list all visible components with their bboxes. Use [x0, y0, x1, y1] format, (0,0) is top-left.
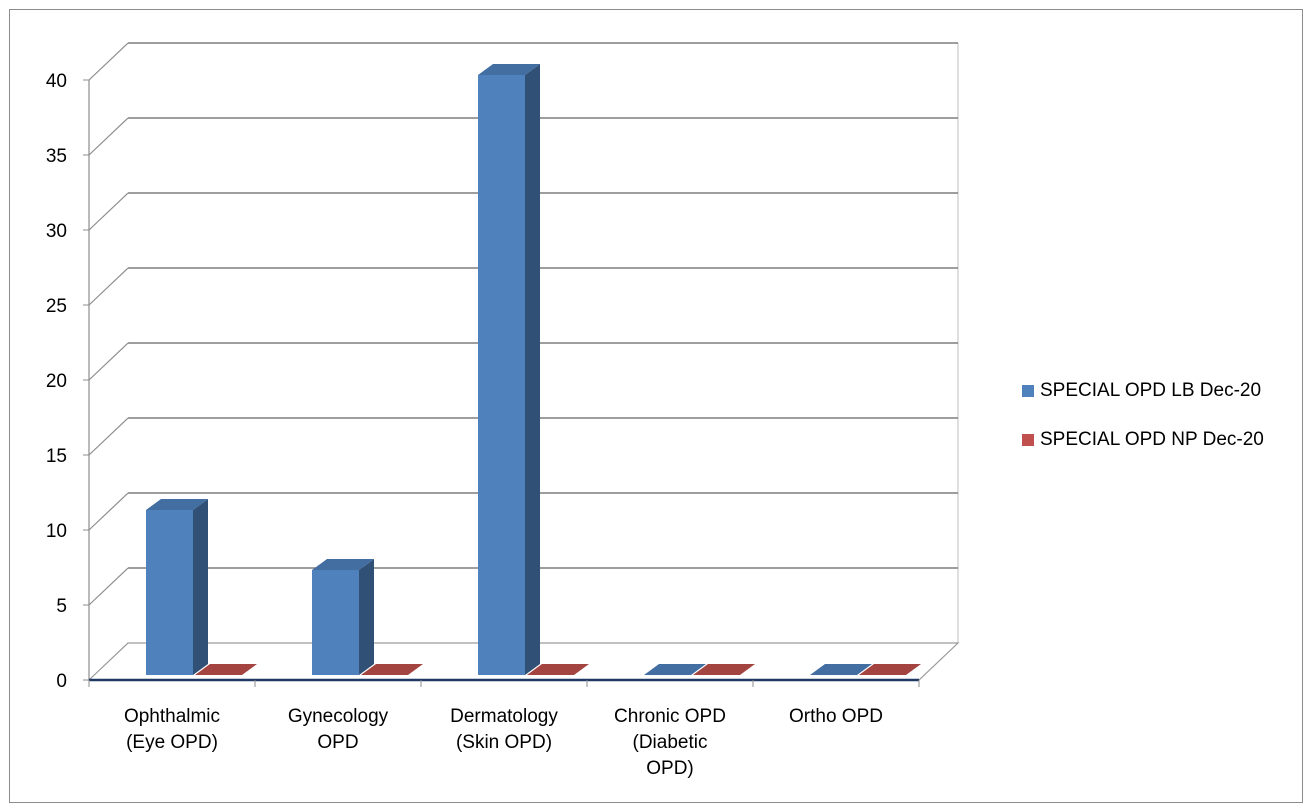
y-tick-label: 10 [46, 521, 67, 542]
legend-label: SPECIAL OPD NP Dec-20 [1040, 429, 1264, 450]
bar-special-opd-np-dec-20-1-top [361, 664, 423, 675]
gridlines [88, 42, 958, 606]
bar-special-opd-lb-dec-20-2 [478, 64, 540, 675]
bar-special-opd-np-dec-20-4 [859, 664, 921, 675]
gridline-depth-8 [88, 42, 129, 81]
x-axis: Ophthalmic (Eye OPD) Gynecology OPD Dermatol… [88, 680, 920, 779]
x-tick-label: Ophthalmic (Eye OPD) [124, 706, 220, 753]
legend-label: SPECIAL OPD LB Dec-20 [1040, 380, 1261, 401]
x-tick-label-line: (Diabetic [633, 732, 708, 753]
gridline-depth-2 [88, 492, 129, 531]
y-tick-label: 25 [46, 296, 67, 317]
bar-special-opd-np-dec-20-3-top [693, 664, 755, 675]
chart-svg: 0 5 10 15 20 25 30 35 40 Ophthalmic (Eye OPD) Gyne… [46, 42, 1264, 779]
y-axis: 0 5 10 15 20 25 30 35 40 [46, 71, 89, 692]
bar-special-opd-lb-dec-20-3 [644, 664, 706, 675]
bar-special-opd-np-dec-20-4-top [859, 664, 921, 675]
gridline-depth-4 [88, 342, 129, 381]
bar-special-opd-lb-dec-20-2-side [525, 64, 540, 675]
x-tick-label: Gynecology OPD [288, 706, 389, 753]
x-tick-label-line: Dermatology [450, 706, 558, 727]
gridline-depth-3 [88, 417, 129, 456]
x-tick-label-line: Chronic OPD [614, 706, 726, 727]
gridline-depth-6 [88, 192, 129, 231]
y-tick-label: 35 [46, 146, 67, 167]
x-tick-label-line: (Eye OPD) [126, 732, 218, 753]
legend-swatch-1 [1022, 434, 1034, 446]
bar-special-opd-np-dec-20-0 [195, 664, 257, 675]
legend: SPECIAL OPD LB Dec-20 SPECIAL OPD NP Dec-… [1022, 380, 1264, 450]
x-tick-label: Chronic OPD (Diabetic OPD) [614, 706, 726, 779]
y-tick-label: 5 [56, 596, 67, 617]
x-tick-label-line: Ophthalmic [124, 706, 220, 727]
bar-special-opd-lb-dec-20-3-top [644, 664, 706, 675]
bar-special-opd-lb-dec-20-0-side [193, 499, 208, 675]
y-tick-label: 15 [46, 446, 67, 467]
x-tick-label-line: Gynecology [288, 706, 389, 727]
bar-special-opd-lb-dec-20-1-side [359, 559, 374, 675]
x-tick-label-line: OPD [317, 732, 358, 753]
y-tick-label: 30 [46, 221, 67, 242]
bar-special-opd-np-dec-20-3 [693, 664, 755, 675]
bar-special-opd-lb-dec-20-1 [312, 559, 374, 675]
gridline-depth-7 [88, 117, 129, 156]
x-tick-label-line: OPD) [646, 758, 694, 779]
y-tick-label: 0 [56, 671, 67, 692]
y-tick-label: 20 [46, 371, 67, 392]
bar-special-opd-lb-dec-20-0-top [146, 499, 208, 510]
legend-swatch-0 [1022, 385, 1034, 397]
x-tick-label: Dermatology (Skin OPD) [450, 706, 558, 753]
gridline-depth-1 [88, 567, 129, 606]
bar-special-opd-lb-dec-20-1-front [312, 570, 359, 675]
x-tick-label-line: (Skin OPD) [456, 732, 552, 753]
y-tick-label: 40 [46, 71, 67, 92]
bar-special-opd-lb-dec-20-2-top [478, 64, 540, 75]
x-tick-label: Ortho OPD [789, 706, 883, 727]
bar-special-opd-np-dec-20-2 [527, 664, 589, 675]
bar-special-opd-np-dec-20-0-top [195, 664, 257, 675]
bar-special-opd-lb-dec-20-0 [146, 499, 208, 675]
bar-special-opd-lb-dec-20-2-front [478, 75, 525, 675]
bars [146, 64, 921, 675]
bar-special-opd-lb-dec-20-1-top [312, 559, 374, 570]
bar-special-opd-np-dec-20-1 [361, 664, 423, 675]
gridline-depth-5 [88, 267, 129, 306]
x-tick-label-line: Ortho OPD [789, 706, 883, 727]
bar-special-opd-lb-dec-20-4 [810, 664, 872, 675]
chart-area: 0 5 10 15 20 25 30 35 40 Ophthalmic (Eye OPD) Gyne… [9, 9, 1303, 803]
bar-special-opd-np-dec-20-2-top [527, 664, 589, 675]
bar-special-opd-lb-dec-20-0-front [146, 510, 193, 675]
bar-special-opd-lb-dec-20-4-top [810, 664, 872, 675]
